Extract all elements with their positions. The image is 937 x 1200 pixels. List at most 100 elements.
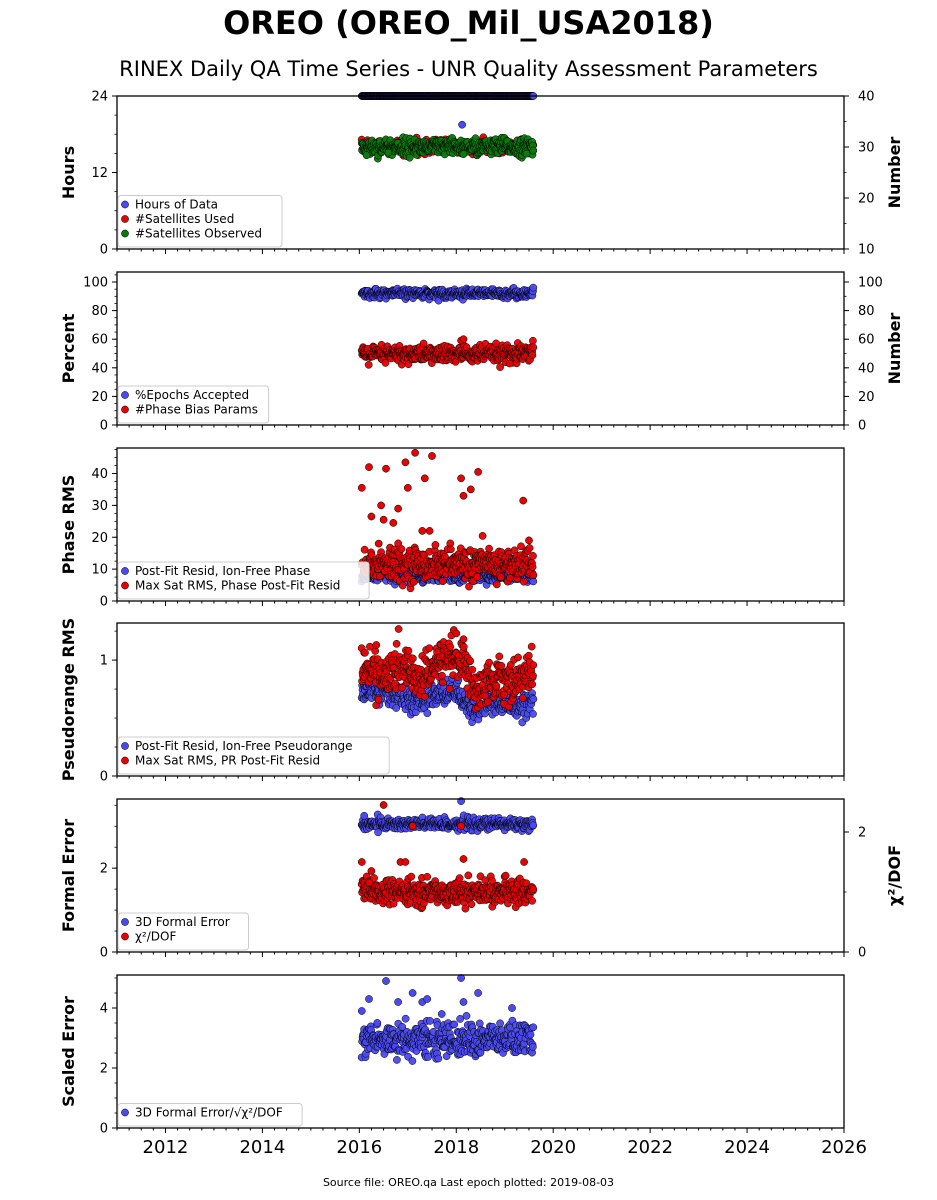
data-point xyxy=(394,504,402,513)
y-tick-label: 80 xyxy=(91,304,108,319)
data-points xyxy=(357,625,538,727)
data-point xyxy=(505,359,514,368)
data-point xyxy=(528,351,537,360)
legend-entry: Post-Fit Resid, Ion-Free Pseudorange xyxy=(135,739,353,753)
legend-marker xyxy=(121,405,129,414)
y2-tick-label: 30 xyxy=(858,141,875,156)
data-point xyxy=(445,684,454,693)
y-tick-label: 0 xyxy=(100,595,108,610)
data-point xyxy=(403,483,412,492)
y2-tick-label: 100 xyxy=(858,276,883,291)
y2-tick-label: 40 xyxy=(858,361,875,376)
data-point xyxy=(379,515,388,524)
legend-marker xyxy=(121,200,129,209)
y-axis-label: Hours xyxy=(59,146,78,199)
y-tick-label: 10 xyxy=(91,563,108,578)
series-2 xyxy=(357,448,538,593)
y2-tick-label: 10 xyxy=(858,243,875,258)
data-point xyxy=(401,458,410,467)
x-ticks xyxy=(116,425,845,430)
data-point xyxy=(455,874,464,882)
data-point xyxy=(459,491,468,500)
legend-box xyxy=(117,195,283,248)
data-point xyxy=(384,148,393,157)
data-point xyxy=(467,900,476,909)
data-point xyxy=(464,871,473,880)
y-tick-label: 20 xyxy=(91,531,108,546)
y-tick-label: 40 xyxy=(91,467,108,482)
data-points xyxy=(357,448,538,593)
x-ticks xyxy=(116,249,845,254)
data-point xyxy=(468,665,477,674)
data-points xyxy=(357,92,538,163)
data-point xyxy=(362,151,371,160)
data-point xyxy=(405,153,414,162)
data-point xyxy=(522,149,531,158)
data-point xyxy=(420,474,429,483)
data-point xyxy=(529,710,537,718)
y-tick-label: 0 xyxy=(100,770,108,785)
y-tick-label: 0 xyxy=(100,419,108,434)
data-point xyxy=(361,648,369,657)
y-tick-label: 60 xyxy=(91,333,108,348)
legend: Post-Fit Resid, Ion-Free PseudorangeMax … xyxy=(117,736,390,775)
data-point xyxy=(519,577,528,586)
legend-entry: Max Sat RMS, Phase Post-Fit Resid xyxy=(135,579,340,593)
data-point xyxy=(506,574,514,582)
data-point xyxy=(529,343,538,352)
y-tick-label: 30 xyxy=(91,499,108,514)
y2-axis-label: Number xyxy=(885,313,904,385)
legend-marker xyxy=(121,581,129,590)
data-point xyxy=(421,692,429,701)
data-point xyxy=(495,652,504,661)
data-point xyxy=(459,643,468,651)
data-point xyxy=(529,146,538,155)
legend-entry: #Satellites Used xyxy=(135,212,234,226)
y-tick-label: 20 xyxy=(91,390,108,405)
y2-axis-label: Number xyxy=(885,137,904,209)
data-point xyxy=(419,339,428,348)
y-tick-label: 40 xyxy=(91,361,108,376)
data-point xyxy=(529,336,537,345)
y2-tick-label: 40 xyxy=(858,90,875,105)
data-point xyxy=(497,573,505,582)
data-point xyxy=(529,695,538,703)
data-point xyxy=(484,697,492,706)
y-tick-label: 0 xyxy=(100,243,108,258)
data-point xyxy=(466,656,475,665)
data-points xyxy=(357,283,538,371)
data-point xyxy=(382,464,390,473)
x-ticks xyxy=(116,776,845,781)
data-point xyxy=(407,872,416,881)
y2-tick-label: 80 xyxy=(858,304,875,319)
legend-marker xyxy=(121,567,129,575)
data-point xyxy=(374,695,383,704)
data-point xyxy=(372,641,381,649)
data-point xyxy=(492,580,501,589)
data-point xyxy=(478,532,487,540)
data-point xyxy=(398,581,407,590)
data-point xyxy=(459,635,468,644)
data-point xyxy=(528,563,537,571)
chart-title: OREO (OREO_Mil_USA2018) xyxy=(223,4,714,42)
data-point xyxy=(529,571,538,579)
data-point xyxy=(529,552,537,560)
legend-entry: #Phase Bias Params xyxy=(135,403,258,417)
data-point xyxy=(497,661,506,670)
series-1 xyxy=(357,283,538,305)
data-point xyxy=(389,519,398,527)
data-point xyxy=(492,681,501,690)
data-point xyxy=(525,536,533,545)
data-point xyxy=(438,671,446,680)
data-point xyxy=(459,150,468,158)
data-point xyxy=(377,501,385,510)
data-point xyxy=(485,544,493,553)
y-tick-label: 100 xyxy=(83,276,108,291)
series-3 xyxy=(357,133,538,163)
